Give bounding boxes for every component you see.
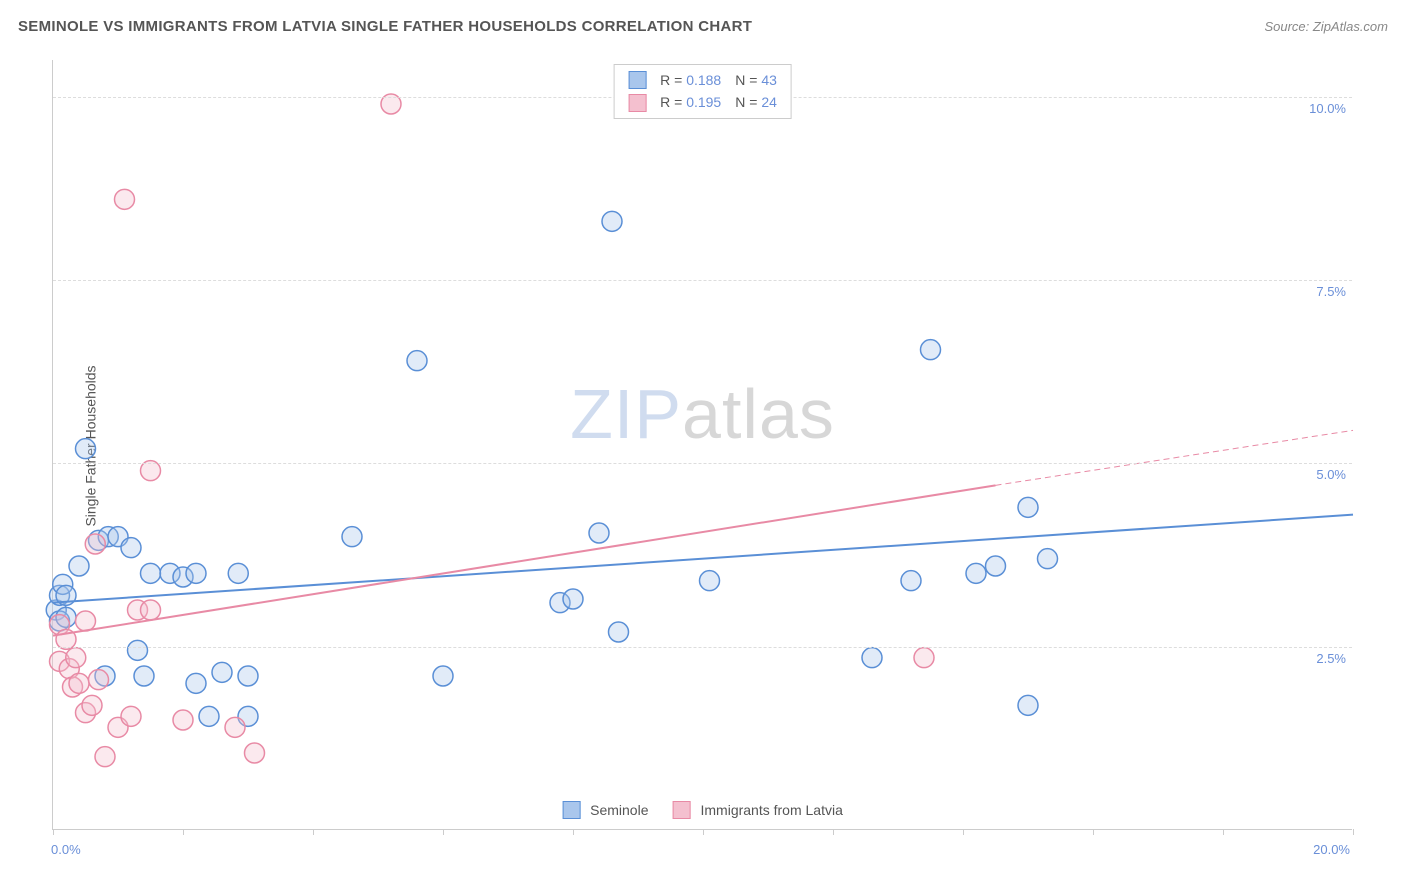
scatter-point-seminole <box>862 648 882 668</box>
scatter-point-seminole <box>342 527 362 547</box>
scatter-point-latvia <box>66 648 86 668</box>
legend-series-label: Seminole <box>590 802 648 818</box>
scatter-point-latvia <box>89 670 109 690</box>
legend-series-item: Immigrants from Latvia <box>673 801 843 819</box>
x-tick <box>1093 829 1094 835</box>
legend-stats-row: R = 0.188 N = 43 <box>628 69 777 91</box>
x-tick-label: 20.0% <box>1313 842 1350 857</box>
scatter-point-seminole <box>609 622 629 642</box>
scatter-point-seminole <box>589 523 609 543</box>
y-tick-label: 2.5% <box>1316 651 1346 666</box>
x-tick <box>1353 829 1354 835</box>
scatter-point-seminole <box>228 563 248 583</box>
chart-source: Source: ZipAtlas.com <box>1264 19 1388 34</box>
scatter-point-seminole <box>1038 549 1058 569</box>
x-tick <box>313 829 314 835</box>
scatter-point-latvia <box>69 673 89 693</box>
legend-stats: R = 0.188 N = 43R = 0.195 N = 24 <box>613 64 792 119</box>
x-tick-label: 0.0% <box>51 842 81 857</box>
y-tick-label: 7.5% <box>1316 284 1346 299</box>
legend-series: Seminole Immigrants from Latvia <box>562 801 843 819</box>
trend-line-latvia <box>53 485 996 635</box>
gridline <box>53 647 1352 648</box>
x-tick <box>183 829 184 835</box>
scatter-point-seminole <box>901 571 921 591</box>
scatter-point-latvia <box>173 710 193 730</box>
scatter-point-latvia <box>85 534 105 554</box>
x-tick <box>1223 829 1224 835</box>
trend-line-seminole <box>53 515 1353 603</box>
legend-swatch-icon <box>673 801 691 819</box>
gridline <box>53 280 1352 281</box>
scatter-point-latvia <box>95 747 115 767</box>
scatter-point-latvia <box>82 695 102 715</box>
scatter-point-seminole <box>128 640 148 660</box>
scatter-point-seminole <box>1018 497 1038 517</box>
scatter-point-seminole <box>966 563 986 583</box>
scatter-point-seminole <box>407 351 427 371</box>
x-tick <box>53 829 54 835</box>
x-tick <box>703 829 704 835</box>
y-tick-label: 5.0% <box>1316 467 1346 482</box>
legend-stats-text: R = 0.188 N = 43 <box>660 69 777 91</box>
legend-swatch-icon <box>628 94 646 112</box>
x-tick <box>963 829 964 835</box>
chart-title: SEMINOLE VS IMMIGRANTS FROM LATVIA SINGL… <box>18 18 752 35</box>
scatter-point-seminole <box>433 666 453 686</box>
scatter-point-latvia <box>245 743 265 763</box>
scatter-point-seminole <box>700 571 720 591</box>
scatter-point-latvia <box>914 648 934 668</box>
legend-series-label: Immigrants from Latvia <box>701 802 843 818</box>
scatter-point-seminole <box>602 211 622 231</box>
source-name: ZipAtlas.com <box>1313 19 1388 34</box>
x-tick <box>833 829 834 835</box>
scatter-point-seminole <box>986 556 1006 576</box>
legend-series-item: Seminole <box>562 801 648 819</box>
chart-header: SEMINOLE VS IMMIGRANTS FROM LATVIA SINGL… <box>18 18 1388 35</box>
scatter-point-latvia <box>121 706 141 726</box>
scatter-point-latvia <box>76 611 96 631</box>
scatter-point-seminole <box>76 439 96 459</box>
scatter-point-seminole <box>121 538 141 558</box>
scatter-point-seminole <box>186 673 206 693</box>
scatter-point-seminole <box>212 662 232 682</box>
x-tick <box>443 829 444 835</box>
scatter-point-seminole <box>921 340 941 360</box>
scatter-point-latvia <box>141 600 161 620</box>
legend-stats-row: R = 0.195 N = 24 <box>628 91 777 113</box>
gridline <box>53 463 1352 464</box>
legend-swatch-icon <box>628 71 646 89</box>
legend-swatch-icon <box>562 801 580 819</box>
legend-stats-text: R = 0.195 N = 24 <box>660 91 777 113</box>
x-tick <box>573 829 574 835</box>
y-tick-label: 10.0% <box>1309 101 1346 116</box>
scatter-point-seminole <box>238 666 258 686</box>
scatter-point-seminole <box>186 563 206 583</box>
scatter-point-seminole <box>141 563 161 583</box>
scatter-point-latvia <box>225 717 245 737</box>
chart-svg <box>53 60 1352 829</box>
plot-area: ZIPatlas 2.5%5.0%7.5%10.0%0.0%20.0%R = 0… <box>52 60 1352 830</box>
scatter-point-seminole <box>134 666 154 686</box>
source-prefix: Source: <box>1264 19 1312 34</box>
trend-line-dashed-latvia <box>996 430 1354 485</box>
scatter-point-seminole <box>563 589 583 609</box>
scatter-point-seminole <box>1018 695 1038 715</box>
scatter-point-latvia <box>115 189 135 209</box>
scatter-point-seminole <box>199 706 219 726</box>
scatter-point-seminole <box>69 556 89 576</box>
